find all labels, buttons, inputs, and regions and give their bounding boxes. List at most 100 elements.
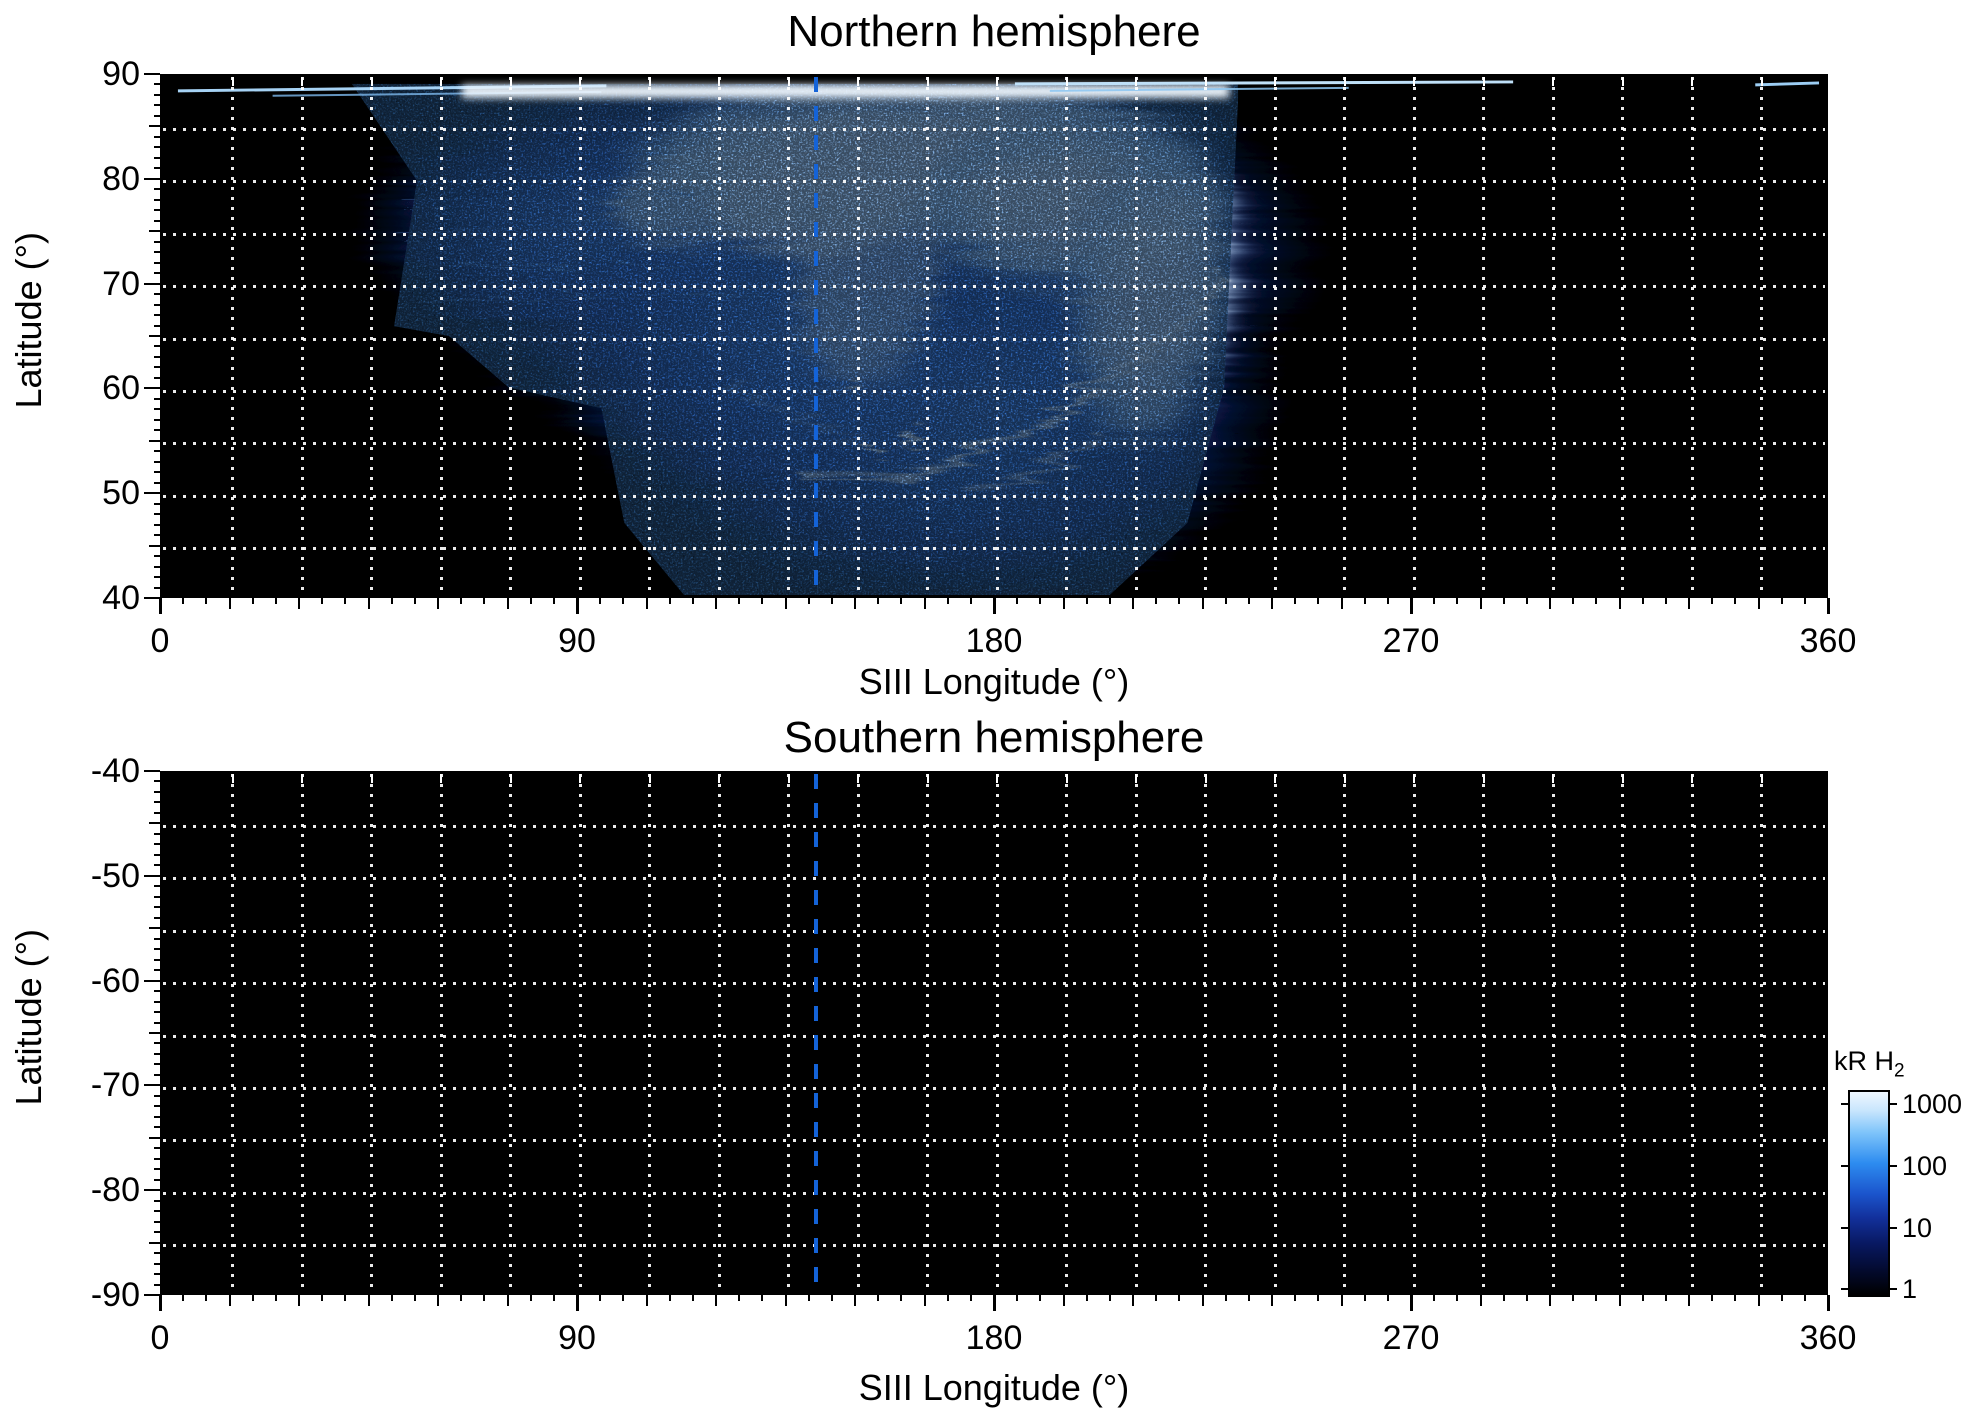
north-plot-area xyxy=(160,74,1828,598)
south-inner-tick xyxy=(1413,774,1415,783)
north-x-tick xyxy=(1803,598,1806,604)
south-y-tick xyxy=(149,927,160,930)
south-y-tick xyxy=(154,1063,160,1066)
north-x-tick xyxy=(1711,598,1714,604)
south-x-tick xyxy=(854,1295,856,1306)
south-gridline-v xyxy=(1412,774,1416,1292)
north-y-tick xyxy=(154,513,160,516)
south-x-tick xyxy=(1549,1295,1551,1306)
north-x-tick xyxy=(969,598,972,604)
north-x-tick xyxy=(1294,598,1297,604)
south-x-tick xyxy=(645,1295,648,1306)
south-x-tick xyxy=(1641,1295,1644,1301)
south-gridline-v xyxy=(1760,774,1763,1292)
south-x-tick xyxy=(1247,1295,1250,1301)
north-x-tick xyxy=(1595,598,1598,604)
north-panel-title: Northern hemisphere xyxy=(787,7,1201,56)
south-y-tick xyxy=(154,885,160,888)
south-inner-tick xyxy=(718,774,720,783)
south-y-tick xyxy=(154,1252,160,1255)
north-x-tick xyxy=(390,598,393,604)
north-y-tick-label: 90 xyxy=(102,55,140,93)
south-y-tick xyxy=(154,790,160,793)
south-x-axis-title: SIII Longitude (°) xyxy=(858,1367,1130,1408)
south-y-tick xyxy=(154,990,160,993)
north-y-tick xyxy=(144,597,160,599)
north-gridline-v xyxy=(578,77,582,595)
north-y-tick xyxy=(154,345,160,348)
colorbar-tick xyxy=(1841,1226,1848,1229)
north-x-tick xyxy=(529,598,532,604)
south-y-tick xyxy=(154,916,160,919)
south-x-tick xyxy=(1271,1295,1273,1306)
north-y-tick xyxy=(154,481,160,484)
south-y-tick xyxy=(154,1178,160,1181)
south-y-tick xyxy=(144,1189,160,1192)
south-gridline-v xyxy=(578,774,582,1292)
south-y-tick xyxy=(154,1011,160,1014)
south-gridline-v xyxy=(509,774,512,1292)
north-y-tick xyxy=(154,167,160,170)
colorbar-tick xyxy=(1841,1164,1848,1167)
south-x-tick xyxy=(599,1295,602,1301)
north-x-tick xyxy=(1224,598,1227,604)
north-inner-tick xyxy=(1274,77,1276,86)
south-x-tick xyxy=(1363,1295,1366,1301)
south-x-tick xyxy=(1201,1295,1204,1306)
north-y-tick xyxy=(154,408,160,411)
north-x-tick xyxy=(738,598,741,604)
south-x-tick xyxy=(807,1295,810,1301)
south-y-tick xyxy=(154,1021,160,1024)
north-y-tick xyxy=(149,544,160,547)
north-x-tick xyxy=(1340,598,1343,609)
north-gridline-v xyxy=(856,77,860,595)
south-gridline-v xyxy=(856,774,860,1292)
south-y-tick xyxy=(154,1199,160,1202)
north-y-tick xyxy=(154,135,160,138)
north-y-tick xyxy=(154,240,160,243)
south-x-tick xyxy=(622,1295,625,1301)
north-x-tick xyxy=(715,598,717,609)
north-y-tick xyxy=(154,523,160,526)
south-y-tick xyxy=(149,1241,160,1244)
south-x-tick xyxy=(691,1295,694,1301)
south-inner-tick xyxy=(1691,774,1693,783)
south-y-tick xyxy=(154,1000,160,1003)
south-inner-tick xyxy=(1065,774,1068,783)
south-y-tick xyxy=(144,979,160,982)
north-x-tick-label: 180 xyxy=(965,622,1023,660)
north-x-tick xyxy=(506,598,509,609)
north-gridline-v xyxy=(995,77,999,595)
north-x-tick xyxy=(298,598,300,609)
north-x-tick xyxy=(645,598,648,609)
north-gridline-v xyxy=(370,77,373,595)
south-y-tick-label: -80 xyxy=(90,1171,140,1210)
north-x-tick xyxy=(877,598,880,604)
north-x-tick xyxy=(1201,598,1204,609)
north-y-tick xyxy=(154,355,160,358)
north-gridline-h xyxy=(163,180,1825,184)
north-y-tick xyxy=(149,230,160,233)
south-y-tick xyxy=(144,1084,160,1087)
colorbar-tick xyxy=(1890,1103,1897,1106)
north-x-tick xyxy=(1664,598,1667,604)
south-gridline-h xyxy=(163,1244,1825,1248)
north-gridline-v xyxy=(1204,77,1207,595)
south-x-tick xyxy=(1039,1295,1042,1301)
north-inner-tick xyxy=(926,77,929,86)
south-y-tick xyxy=(149,1032,160,1034)
north-inner-tick xyxy=(1621,77,1624,86)
south-x-tick xyxy=(1016,1295,1019,1301)
south-gridline-h xyxy=(163,824,1825,828)
north-gridline-h xyxy=(163,232,1825,236)
north-x-tick xyxy=(1108,598,1111,604)
south-x-tick xyxy=(413,1295,416,1301)
south-y-tick xyxy=(154,1105,160,1108)
north-inner-tick xyxy=(231,77,234,86)
north-x-tick xyxy=(1572,598,1575,604)
south-y-tick xyxy=(154,1262,160,1265)
south-x-tick xyxy=(159,1295,162,1311)
north-inner-tick xyxy=(440,77,442,86)
north-gridline-v xyxy=(509,77,512,595)
south-y-tick-label: -50 xyxy=(90,856,140,895)
